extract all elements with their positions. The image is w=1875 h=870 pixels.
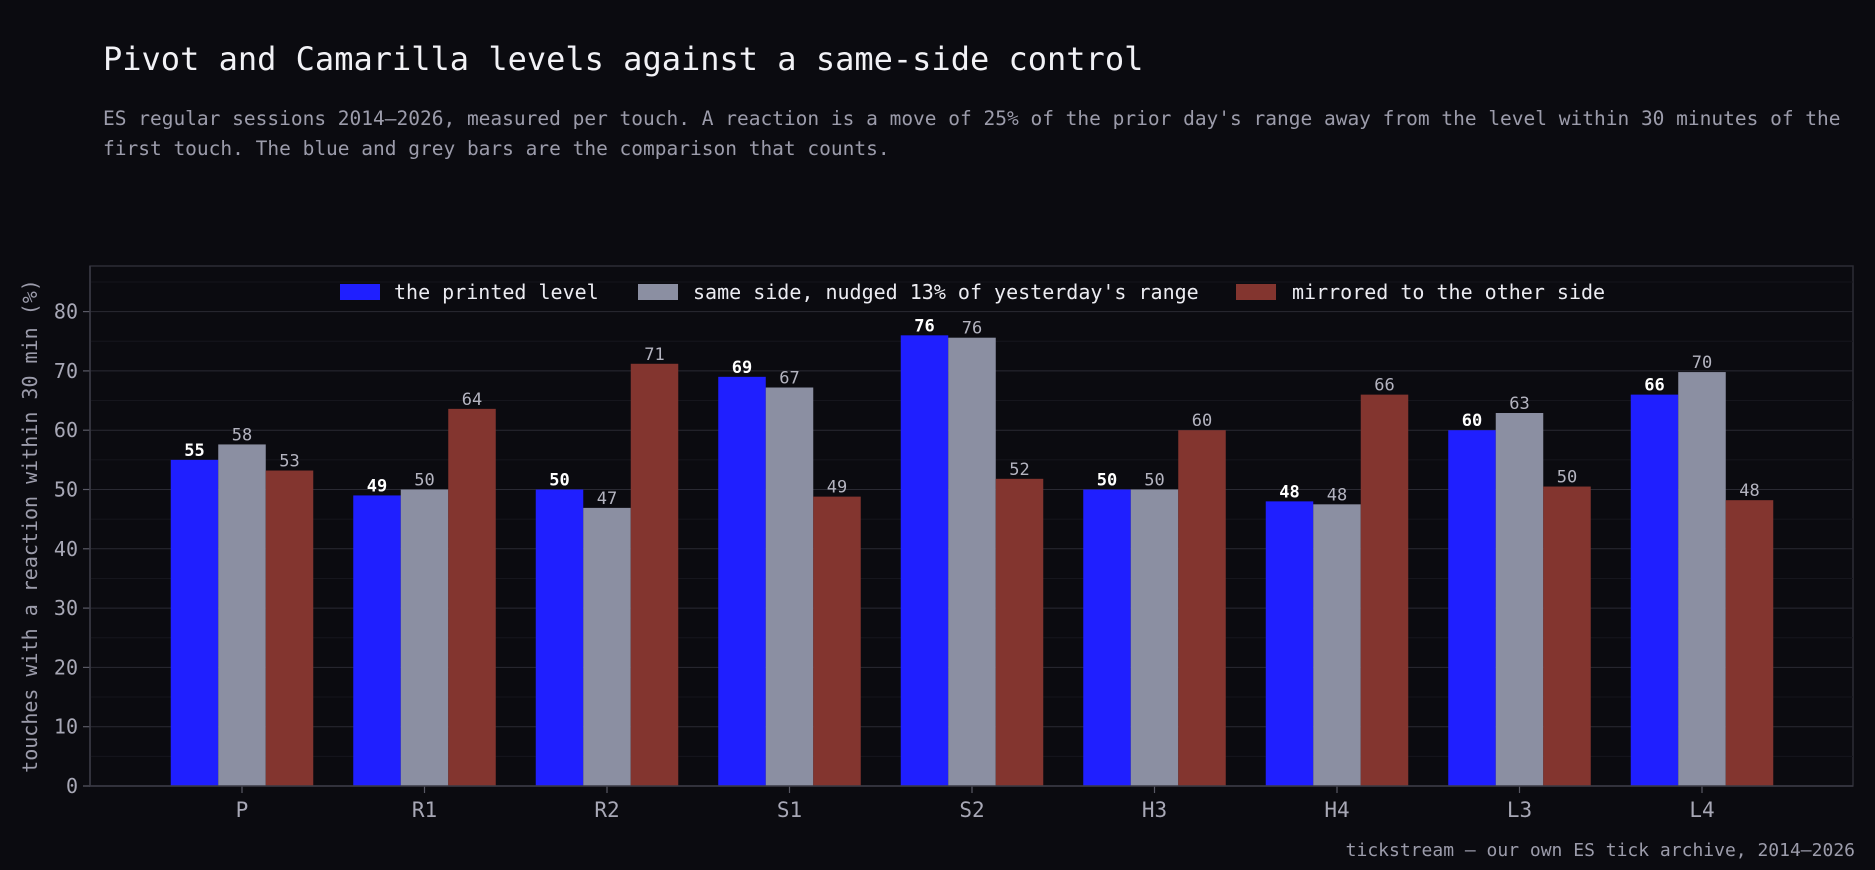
bar-printed-h3 [1083, 489, 1131, 786]
value-label-printed-l3: 60 [1462, 411, 1482, 431]
bar-control-r2 [583, 507, 631, 786]
x-tick-label-s2: S2 [959, 798, 984, 822]
value-label-mirrored-r2: 71 [644, 345, 664, 365]
bar-mirrored-r2 [630, 363, 679, 786]
bar-control-l4 [1678, 372, 1726, 786]
bars [170, 335, 1774, 786]
bar-mirrored-l3 [1543, 486, 1591, 786]
bar-printed-h4 [1265, 501, 1314, 786]
value-label-printed-s2: 76 [914, 316, 934, 336]
bar-control-p [218, 444, 266, 786]
value-label-printed-h3: 50 [1097, 471, 1117, 491]
bar-control-h3 [1130, 489, 1179, 786]
legend-swatch-mirrored [1236, 284, 1276, 300]
x-tick-label-h3: H3 [1142, 798, 1167, 822]
value-label-control-h3: 50 [1144, 471, 1164, 491]
y-tick-label: 40 [54, 537, 78, 561]
legend-label-mirrored: mirrored to the other side [1292, 280, 1605, 304]
value-label-mirrored-s1: 49 [827, 478, 847, 498]
value-label-mirrored-p: 53 [279, 452, 299, 472]
bar-control-s2 [948, 337, 996, 786]
value-label-printed-r1: 49 [367, 476, 387, 496]
bar-mirrored-p [265, 470, 314, 786]
y-axis-label: touches with a reaction within 30 min (%… [18, 279, 42, 773]
y-tick-label: 10 [54, 715, 78, 739]
x-axis-ticks: P R1 R2 S1 S2 H3 H4 L3 L4 [236, 786, 1715, 822]
x-tick-label-p: P [236, 798, 249, 822]
value-label-printed-r2: 50 [549, 471, 569, 491]
value-label-control-p: 58 [232, 425, 252, 445]
value-label-mirrored-s2: 52 [1009, 460, 1029, 480]
bar-control-h4 [1313, 504, 1361, 786]
bar-printed-p [170, 459, 219, 786]
value-label-printed-h4: 48 [1279, 482, 1299, 502]
bar-printed-s2 [900, 335, 949, 786]
value-label-printed-s1: 69 [732, 358, 752, 378]
value-label-control-h4: 48 [1327, 485, 1347, 505]
legend-swatch-printed [340, 284, 380, 300]
value-label-mirrored-l3: 50 [1557, 468, 1577, 488]
value-label-printed-p: 55 [184, 441, 204, 461]
legend-label-control: same side, nudged 13% of yesterday's ran… [693, 280, 1199, 304]
x-tick-label-l3: L3 [1507, 798, 1532, 822]
legend-swatch-control [638, 284, 678, 300]
bar-control-r1 [400, 489, 449, 786]
value-label-control-l4: 70 [1692, 353, 1712, 373]
x-tick-label-h4: H4 [1324, 798, 1349, 822]
value-label-mirrored-h4: 66 [1374, 376, 1394, 396]
chart-subtitle: ES regular sessions 2014–2026, measured … [103, 107, 1841, 160]
bar-control-l3 [1495, 413, 1544, 786]
bar-value-labels: 55 58 53 49 50 64 50 47 71 69 67 49 76 76 52 50 50 60 48 48… [184, 316, 1759, 509]
bar-control-s1 [765, 387, 814, 786]
value-label-control-r1: 50 [414, 471, 434, 491]
chart-title: Pivot and Camarilla levels against a sam… [103, 40, 1144, 78]
value-label-control-r2: 47 [597, 489, 617, 509]
y-tick-label: 20 [54, 655, 78, 679]
y-tick-label: 60 [54, 418, 78, 442]
bar-mirrored-l4 [1725, 500, 1774, 786]
x-tick-label-l4: L4 [1689, 798, 1714, 822]
bar-mirrored-r1 [448, 408, 496, 786]
y-tick-label: 0 [66, 774, 78, 798]
x-tick-label-r2: R2 [594, 798, 619, 822]
bar-mirrored-s2 [995, 478, 1044, 786]
x-tick-label-r1: R1 [412, 798, 437, 822]
value-label-mirrored-r1: 64 [462, 390, 482, 410]
value-label-control-s1: 67 [779, 369, 799, 389]
value-label-printed-l4: 66 [1644, 376, 1664, 396]
y-tick-label: 30 [54, 596, 78, 620]
legend: the printed level same side, nudged 13% … [340, 280, 1605, 304]
value-label-mirrored-h3: 60 [1192, 411, 1212, 431]
source-footer: tickstream — our own ES tick archive, 20… [1345, 840, 1855, 861]
y-axis-ticks: 0 10 20 30 40 50 60 70 80 [54, 300, 90, 798]
x-tick-label-s1: S1 [777, 798, 802, 822]
bar-mirrored-h4 [1360, 394, 1409, 786]
bar-printed-r2 [535, 489, 584, 786]
value-label-control-l3: 63 [1509, 394, 1529, 414]
y-tick-label: 80 [54, 300, 78, 324]
value-label-mirrored-l4: 48 [1739, 481, 1759, 501]
bar-mirrored-h3 [1178, 430, 1226, 786]
bar-mirrored-s1 [813, 496, 861, 786]
value-label-control-s2: 76 [962, 319, 982, 339]
legend-label-printed: the printed level [394, 280, 599, 304]
bar-printed-l4 [1630, 394, 1679, 786]
bar-printed-r1 [353, 495, 401, 786]
bar-printed-l3 [1448, 430, 1496, 786]
bar-printed-s1 [718, 376, 766, 786]
y-tick-label: 70 [54, 359, 78, 383]
y-tick-label: 50 [54, 478, 78, 502]
